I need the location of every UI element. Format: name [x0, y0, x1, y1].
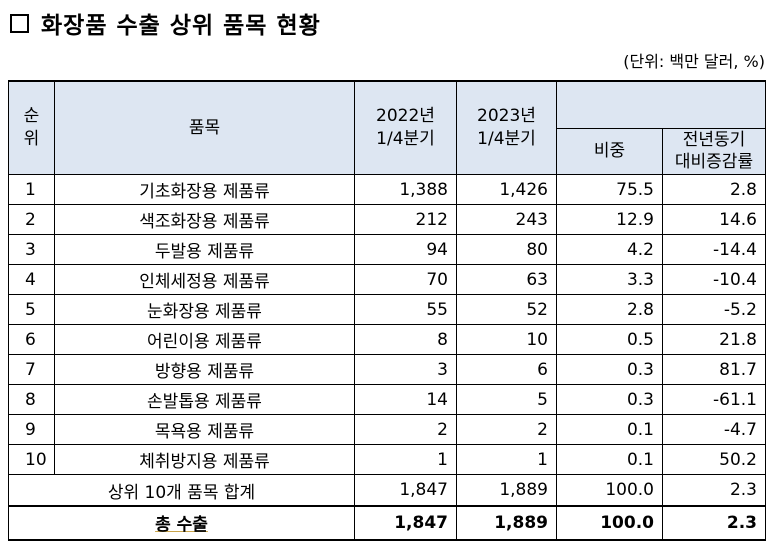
subtotal-2022: 1,847	[354, 474, 457, 507]
row-2023: 80	[456, 234, 557, 266]
row-yoy: -5.2	[662, 294, 766, 326]
row-2022: 2	[354, 414, 457, 446]
row-seq: 4	[8, 264, 55, 296]
row-seq: 1	[8, 174, 55, 206]
row-share: 75.5	[556, 174, 663, 206]
checkbox-square-icon	[10, 13, 29, 33]
header-blank	[556, 80, 766, 129]
row-2023: 52	[456, 294, 557, 326]
table-row: 6 어린이용 제품류 8 10 0.5 21.8	[8, 324, 766, 356]
page-title-block: 화장품 수출 상위 품목 현황	[10, 6, 321, 40]
row-2023: 10	[456, 324, 557, 356]
row-share: 0.3	[556, 354, 663, 386]
total-row: 총 수출 1,847 1,889 100.0 2.3	[8, 504, 766, 541]
table-row: 2 색조화장용 제품류 212 243 12.9 14.6	[8, 204, 766, 236]
table-row: 1 기초화장용 제품류 1,388 1,426 75.5 2.8	[8, 174, 766, 206]
row-item: 어린이용 제품류	[54, 324, 355, 356]
row-share: 2.8	[556, 294, 663, 326]
row-yoy: -61.1	[662, 384, 766, 416]
row-seq: 5	[8, 294, 55, 326]
header-yoy: 전년동기 대비증감률	[662, 127, 766, 176]
row-seq: 3	[8, 234, 55, 266]
row-item: 두발용 제품류	[54, 234, 355, 266]
table-row: 9 목욕용 제품류 2 2 0.1 -4.7	[8, 414, 766, 446]
row-2023: 5	[456, 384, 557, 416]
row-2022: 1,388	[354, 174, 457, 206]
row-2022: 1	[354, 444, 457, 476]
row-2022: 70	[354, 264, 457, 296]
row-yoy: 2.8	[662, 174, 766, 206]
header-2023: 2023년 1/4분기	[456, 80, 557, 176]
row-2023: 2	[456, 414, 557, 446]
row-yoy: -10.4	[662, 264, 766, 296]
total-share: 100.0	[556, 504, 663, 541]
row-share: 4.2	[556, 234, 663, 266]
row-item: 목욕용 제품류	[54, 414, 355, 446]
row-yoy: 21.8	[662, 324, 766, 356]
subtotal-label: 상위 10개 품목 합계	[8, 474, 355, 507]
row-item: 인체세정용 제품류	[54, 264, 355, 296]
total-2023: 1,889	[456, 504, 557, 541]
row-2023: 63	[456, 264, 557, 296]
row-yoy: 50.2	[662, 444, 766, 476]
header-seq: 순 위	[8, 80, 55, 176]
total-yoy: 2.3	[662, 504, 766, 541]
row-share: 12.9	[556, 204, 663, 236]
page-title: 화장품 수출 상위 품목 현황	[41, 13, 321, 39]
total-label: 총 수출	[8, 504, 355, 541]
row-item: 색조화장용 제품류	[54, 204, 355, 236]
row-item: 손발톱용 제품류	[54, 384, 355, 416]
subtotal-yoy: 2.3	[662, 474, 766, 507]
row-share: 0.1	[556, 444, 663, 476]
table-row: 3 두발용 제품류 94 80 4.2 -14.4	[8, 234, 766, 266]
row-seq: 6	[8, 324, 55, 356]
subtotal-share: 100.0	[556, 474, 663, 507]
row-item: 눈화장용 제품류	[54, 294, 355, 326]
row-2022: 8	[354, 324, 457, 356]
row-seq: 9	[8, 414, 55, 446]
row-share: 0.1	[556, 414, 663, 446]
total-2022: 1,847	[354, 504, 457, 541]
row-seq: 8	[8, 384, 55, 416]
row-2023: 6	[456, 354, 557, 386]
row-2022: 55	[354, 294, 457, 326]
row-2023: 243	[456, 204, 557, 236]
subtotal-2023: 1,889	[456, 474, 557, 507]
header-item: 품목	[54, 80, 355, 176]
row-share: 0.3	[556, 384, 663, 416]
row-2022: 3	[354, 354, 457, 386]
row-yoy: -14.4	[662, 234, 766, 266]
table-row: 10 체취방지용 제품류 1 1 0.1 50.2	[8, 444, 766, 476]
row-yoy: 14.6	[662, 204, 766, 236]
row-item: 체취방지용 제품류	[54, 444, 355, 476]
unit-note: (단위: 백만 달러, %)	[623, 52, 765, 71]
table-row: 4 인체세정용 제품류 70 63 3.3 -10.4	[8, 264, 766, 296]
row-seq: 7	[8, 354, 55, 386]
table-row: 5 눈화장용 제품류 55 52 2.8 -5.2	[8, 294, 766, 326]
row-share: 3.3	[556, 264, 663, 296]
subtotal-row: 상위 10개 품목 합계 1,847 1,889 100.0 2.3	[8, 474, 766, 507]
row-2022: 212	[354, 204, 457, 236]
row-yoy: 81.7	[662, 354, 766, 386]
header-2022: 2022년 1/4분기	[354, 80, 457, 176]
row-seq: 2	[8, 204, 55, 236]
row-item: 방향용 제품류	[54, 354, 355, 386]
row-2023: 1,426	[456, 174, 557, 206]
row-seq: 10	[8, 444, 55, 476]
row-yoy: -4.7	[662, 414, 766, 446]
row-share: 0.5	[556, 324, 663, 356]
table-row: 8 손발톱용 제품류 14 5 0.3 -61.1	[8, 384, 766, 416]
header-share: 비중	[556, 127, 663, 176]
row-2022: 14	[354, 384, 457, 416]
row-2022: 94	[354, 234, 457, 266]
row-2023: 1	[456, 444, 557, 476]
table-row: 7 방향용 제품류 3 6 0.3 81.7	[8, 354, 766, 386]
export-table: 순 위 품목 2022년 1/4분기 2023년 1/4분기 비중 전년동기 대…	[8, 80, 766, 541]
row-item: 기초화장용 제품류	[54, 174, 355, 206]
